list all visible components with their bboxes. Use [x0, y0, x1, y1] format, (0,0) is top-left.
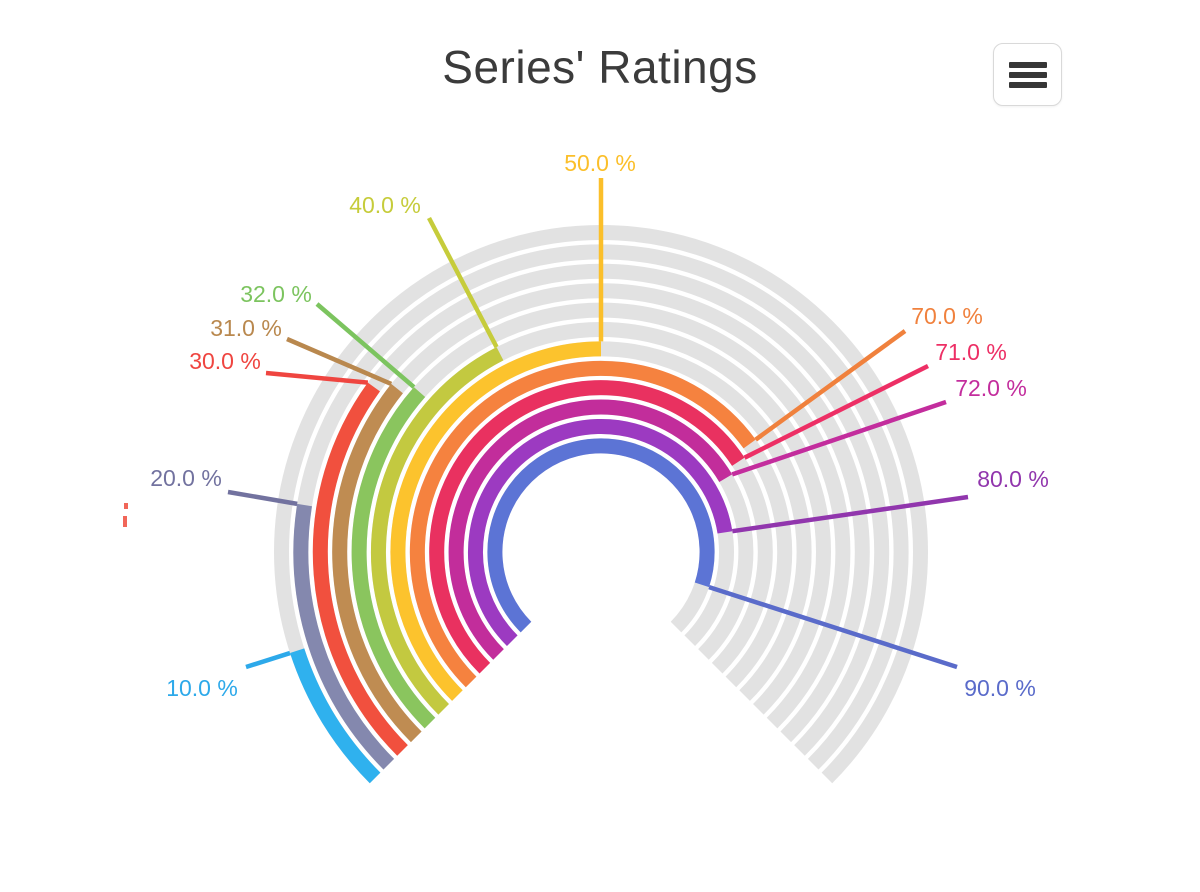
data-label-31-0-percent: 31.0 % [210, 315, 282, 341]
connector-32-0-percent [315, 302, 416, 389]
arc-40-0-percent[interactable] [371, 347, 504, 715]
connector-30-0-percent [265, 370, 369, 385]
arc-72-0-percent[interactable] [448, 399, 733, 660]
data-label-10-0-percent: 10.0 % [166, 675, 238, 701]
connector-80-0-percent [732, 494, 969, 534]
connector-72-0-percent [731, 399, 947, 477]
data-label-71-0-percent: 71.0 % [935, 339, 1007, 365]
chart-context-menu-button[interactable] [993, 43, 1062, 106]
connector-10-0-percent [245, 650, 291, 670]
data-label-30-0-percent: 30.0 % [189, 348, 261, 374]
hamburger-bar [1008, 71, 1047, 78]
connector-40-0-percent [427, 216, 499, 349]
arc-31-0-percent[interactable] [332, 383, 422, 743]
arc-10-0-percent[interactable] [290, 648, 381, 784]
data-label-50-0-percent: 50.0 % [564, 150, 636, 176]
arc-50-0-percent[interactable] [390, 341, 602, 701]
connector-70-0-percent [754, 329, 907, 442]
arc-20-0-percent[interactable] [293, 503, 395, 770]
arc-71-0-percent[interactable] [429, 380, 745, 674]
connector-90-0-percent [708, 584, 958, 670]
chart-title: Series' Ratings [442, 41, 758, 93]
data-label-20-0-percent: 20.0 % [150, 465, 222, 491]
arc-70-0-percent[interactable] [409, 360, 756, 688]
data-label-40-0-percent: 40.0 % [349, 192, 421, 218]
arc-30-0-percent[interactable] [312, 382, 408, 756]
hamburger-menu-icon [1008, 61, 1047, 88]
arc-80-0-percent[interactable] [468, 418, 733, 647]
data-label-72-0-percent: 72.0 % [955, 375, 1027, 401]
arc-90-0-percent[interactable] [487, 438, 715, 633]
hamburger-bar [1008, 61, 1047, 68]
connector-71-0-percent [743, 363, 930, 460]
data-label-32-0-percent: 32.0 % [240, 281, 312, 307]
hamburger-bar [1008, 81, 1047, 88]
connector-20-0-percent [227, 489, 298, 507]
clipped-label-artifact [124, 503, 128, 509]
connector-31-0-percent [286, 336, 393, 386]
arc-32-0-percent[interactable] [351, 387, 436, 729]
data-label-80-0-percent: 80.0 % [977, 466, 1049, 492]
clipped-label-artifact [123, 516, 127, 527]
data-label-70-0-percent: 70.0 % [911, 303, 983, 329]
data-label-90-0-percent: 90.0 % [964, 675, 1036, 701]
